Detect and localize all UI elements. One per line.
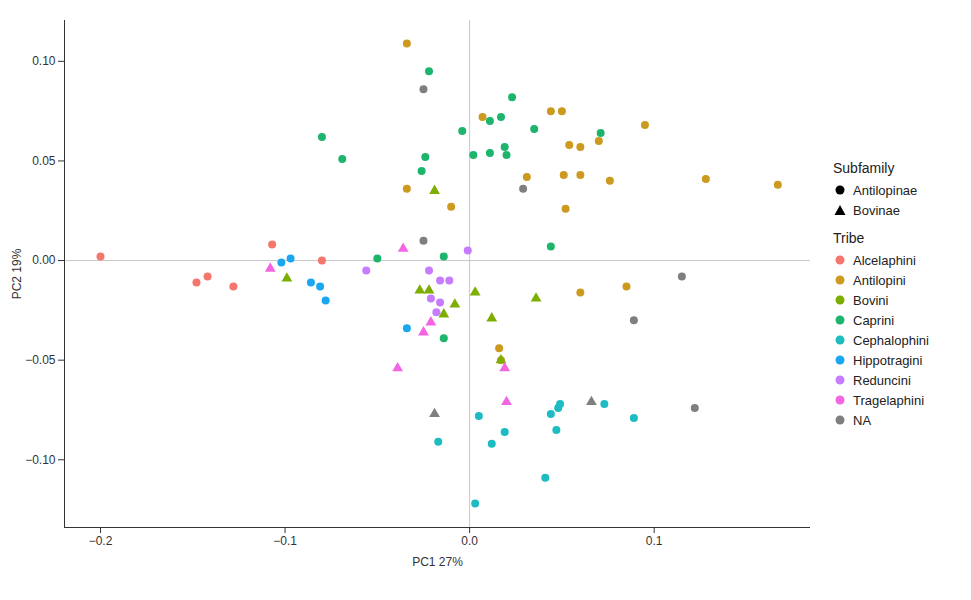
svg-text:0.10: 0.10 bbox=[32, 54, 56, 68]
html-text:Antilopinae: Antilopinae bbox=[853, 182, 918, 198]
svg-text:−0.1: −0.1 bbox=[273, 534, 297, 548]
html-text:Hippotragini: Hippotragini bbox=[853, 352, 923, 368]
html-text:Reduncini: Reduncini bbox=[853, 372, 911, 388]
svg-text:−0.10: −0.10 bbox=[25, 453, 56, 467]
svg-text:−0.05: −0.05 bbox=[25, 353, 56, 367]
html-text:Cephalophini: Cephalophini bbox=[853, 332, 929, 348]
svg-text:PC2 19%: PC2 19% bbox=[10, 248, 24, 299]
html-text:Tragelaphini: Tragelaphini bbox=[853, 392, 925, 408]
html-text:NA: NA bbox=[853, 412, 872, 428]
html-text:Caprini: Caprini bbox=[853, 312, 895, 328]
html-text:Alcelaphini: Alcelaphini bbox=[853, 252, 916, 268]
svg-text:0.1: 0.1 bbox=[646, 534, 663, 548]
svg-text:−0.2: −0.2 bbox=[89, 534, 113, 548]
html-text:Tribe: Tribe bbox=[833, 230, 865, 246]
html-text:Antilopini: Antilopini bbox=[853, 272, 906, 288]
svg-text:0.0: 0.0 bbox=[461, 534, 478, 548]
svg-text:0.00: 0.00 bbox=[32, 253, 56, 267]
svg-text:0.05: 0.05 bbox=[32, 154, 56, 168]
html-text:Bovini: Bovini bbox=[853, 292, 889, 308]
svg-text:PC1 27%: PC1 27% bbox=[412, 555, 463, 569]
html-text:Subfamily: Subfamily bbox=[833, 160, 895, 176]
html-text:Bovinae: Bovinae bbox=[853, 202, 900, 218]
